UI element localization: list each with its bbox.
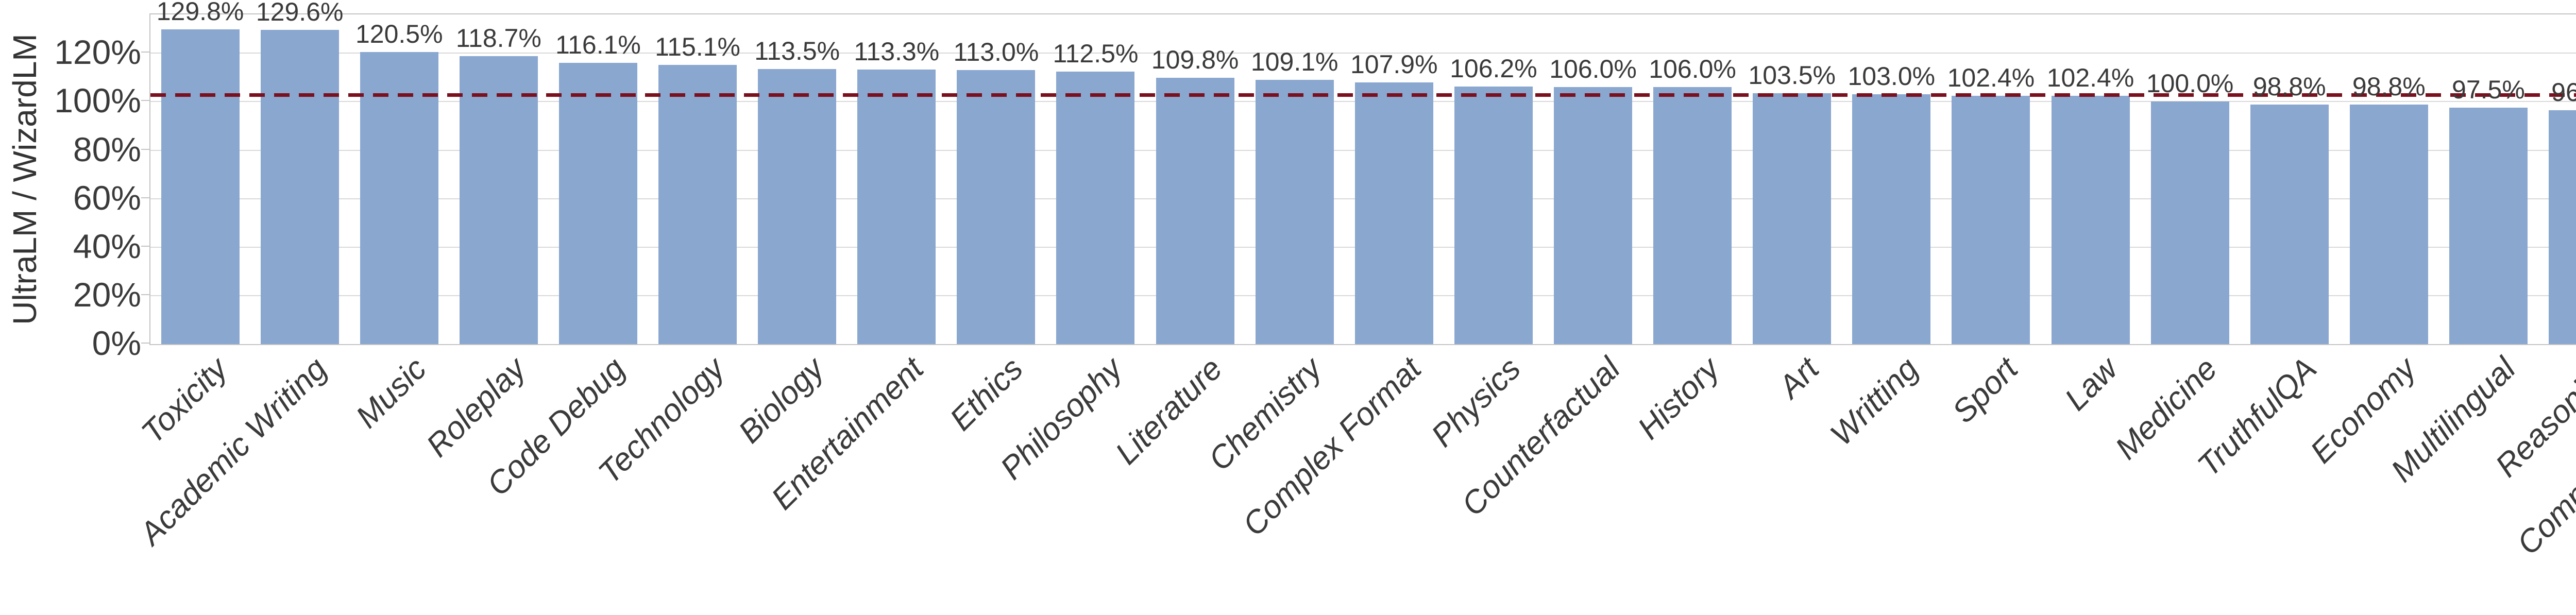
- x-category-label: History: [1631, 351, 1727, 447]
- bar: [260, 30, 339, 344]
- y-tick-label: 0%: [92, 324, 141, 362]
- bar-value-label: 118.7%: [455, 24, 541, 53]
- bar: [2349, 105, 2428, 344]
- bar: [1852, 94, 1931, 344]
- bar-value-label: 98.8%: [2352, 72, 2426, 101]
- x-category-label: Toxicity: [134, 351, 234, 451]
- bar-value-label: 113.5%: [754, 36, 840, 65]
- bar-value-label: 103.5%: [1748, 60, 1836, 90]
- y-tick-mark: [141, 197, 149, 198]
- bar: [1554, 87, 1632, 344]
- y-tick-label: 100%: [54, 81, 141, 120]
- x-category-label: Complex Format: [1235, 351, 1428, 543]
- x-category-label: Ethics: [943, 351, 1030, 438]
- bar: [2549, 110, 2576, 344]
- bar: [161, 29, 240, 344]
- bar: [459, 56, 538, 344]
- bar-value-label: 106.0%: [1549, 55, 1637, 84]
- x-category-label: Writting: [1823, 351, 1926, 453]
- plot-area: 129.8% 129.6% 120.5% 118.7% 116.1% 115.1% 113.…: [149, 0, 2576, 345]
- average-dashed-line: [150, 93, 2576, 97]
- bar: [1156, 78, 1234, 344]
- bar-value-label: 106.2%: [1450, 54, 1537, 83]
- y-tick-label: 20%: [73, 275, 141, 314]
- x-category-label: Biology: [732, 351, 832, 450]
- bar: [558, 62, 637, 344]
- bar-value-label: 116.1%: [555, 30, 641, 59]
- bar: [1354, 82, 1433, 344]
- bar-value-label: 109.8%: [1151, 45, 1239, 75]
- bar: [857, 69, 936, 344]
- x-category-label: Art: [1772, 351, 1826, 405]
- y-tick-label: 60%: [73, 178, 141, 217]
- bar-value-label: 115.1%: [655, 32, 740, 62]
- bar: [1255, 79, 1334, 344]
- x-category-label: Physics: [1425, 351, 1528, 454]
- x-category-label: Academic Writing: [132, 351, 334, 552]
- y-tick-label: 120%: [54, 33, 141, 72]
- bar-value-label: 129.8%: [156, 0, 244, 26]
- bar-value-label: 109.1%: [1250, 47, 1338, 76]
- bar-value-label: 106.0%: [1649, 55, 1736, 84]
- bar-value-label: 120.5%: [355, 19, 443, 48]
- bar-value-label: 96.5%: [2551, 77, 2576, 107]
- x-category-label: Law: [2058, 351, 2125, 418]
- bar-value-label: 102.4%: [2046, 63, 2134, 93]
- gridline: [150, 53, 2576, 54]
- bar-value-label: 113.3%: [854, 37, 940, 66]
- bar: [1653, 87, 1732, 344]
- bar-value-label: 102.4%: [1947, 63, 2035, 93]
- bar-value-label: 113.0%: [953, 38, 1039, 67]
- bar: [1454, 87, 1533, 344]
- bar: [758, 69, 837, 344]
- bar: [957, 70, 1036, 344]
- bar: [2150, 101, 2229, 344]
- bar: [2250, 105, 2329, 344]
- x-category-label: Sport: [1945, 351, 2025, 430]
- bar-value-label: 112.5%: [1053, 39, 1139, 68]
- y-tick-mark: [141, 294, 149, 295]
- bar: [2051, 96, 2130, 344]
- y-tick-mark: [141, 148, 149, 150]
- bar-value-label: 107.9%: [1350, 50, 1438, 79]
- x-category-label: Music: [349, 351, 433, 435]
- y-tick-mark: [141, 100, 149, 101]
- bar: [658, 65, 737, 344]
- bar: [2449, 108, 2528, 344]
- bar: [1952, 96, 2030, 344]
- bar: [1056, 71, 1135, 344]
- bar-value-label: 103.0%: [1848, 62, 1936, 91]
- y-tick-mark: [141, 343, 149, 344]
- bar-value-label: 100.0%: [2146, 69, 2234, 98]
- y-tick-label: 80%: [73, 130, 141, 168]
- bar-value-label: 97.5%: [2452, 75, 2525, 105]
- y-tick-mark: [141, 52, 149, 53]
- y-tick-label: 40%: [73, 227, 141, 265]
- bar: [1753, 93, 1832, 344]
- bar-value-label: 98.8%: [2252, 72, 2326, 101]
- y-tick-mark: [141, 245, 149, 247]
- bar: [360, 52, 438, 344]
- bar-value-label: 129.6%: [256, 0, 344, 27]
